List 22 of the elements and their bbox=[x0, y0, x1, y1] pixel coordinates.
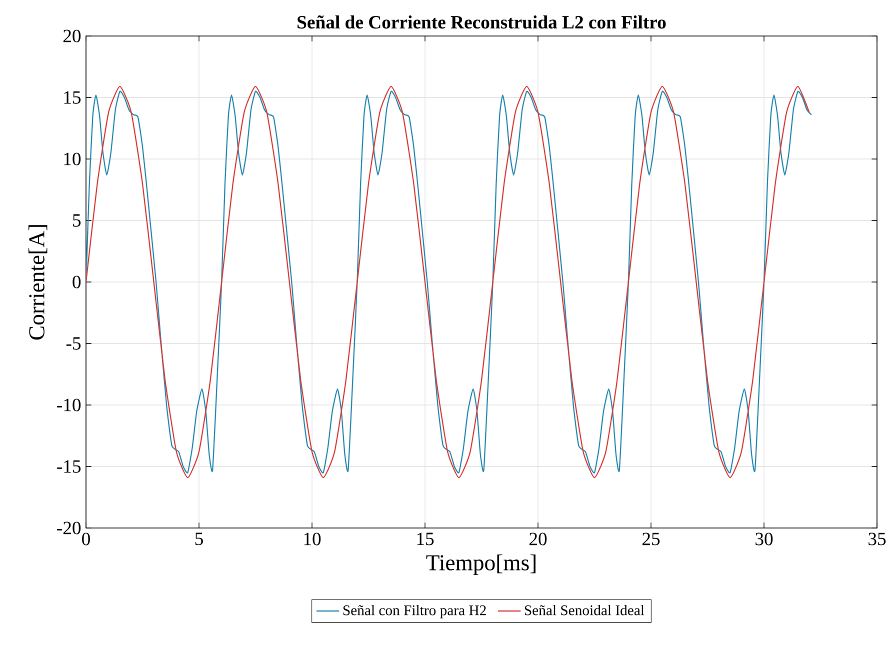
x-tick-label: 0 bbox=[82, 532, 90, 546]
y-tick-label: -20 bbox=[57, 522, 81, 534]
y-axis-title: Corriente[A] bbox=[28, 225, 48, 340]
x-tick-label: 25 bbox=[642, 532, 660, 546]
y-tick-label: 5 bbox=[73, 214, 81, 227]
x-axis-title: Tiempo[ms] bbox=[426, 554, 536, 576]
legend-label: Señal con Filtro para H2 bbox=[343, 604, 486, 618]
y-tick-label: -10 bbox=[57, 398, 81, 412]
chart-title: Señal de Corriente Reconstruida L2 con Filtro bbox=[298, 15, 666, 29]
y-tick-label: 20 bbox=[63, 30, 81, 42]
x-tick-label: 30 bbox=[756, 532, 773, 546]
y-tick-label: 10 bbox=[64, 152, 81, 166]
x-tick-label: 15 bbox=[417, 532, 434, 546]
y-tick-label: -15 bbox=[57, 460, 81, 473]
x-tick-label: 20 bbox=[529, 532, 547, 546]
x-tick-label: 10 bbox=[304, 532, 321, 546]
y-tick-label: -5 bbox=[66, 337, 81, 350]
legend-label: Señal Senoidal Ideal bbox=[524, 604, 644, 616]
y-tick-label: 15 bbox=[64, 91, 81, 104]
x-tick-label: 5 bbox=[195, 532, 203, 546]
y-tick-label: 0 bbox=[72, 276, 81, 288]
x-tick-label: 35 bbox=[868, 532, 886, 546]
